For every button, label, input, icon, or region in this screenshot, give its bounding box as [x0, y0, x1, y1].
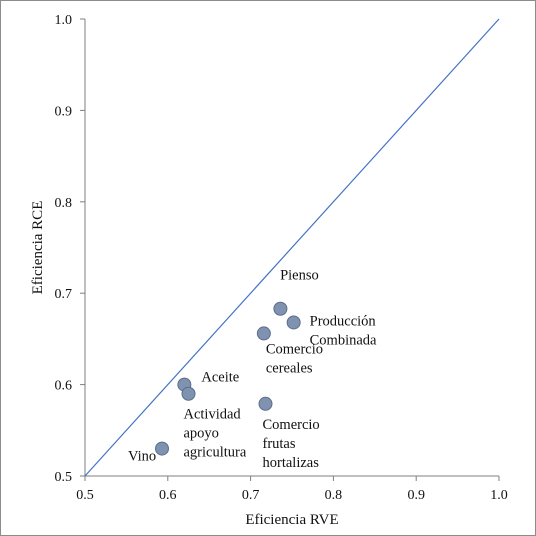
point-label-line: frutas	[263, 436, 296, 452]
data-point	[256, 326, 271, 341]
point-label-line: apoyo	[184, 426, 219, 442]
x-tick-label: 1.0	[490, 488, 508, 503]
y-tick-label: 0.8	[55, 196, 73, 211]
point-label: Comercio frutas hortalizas	[263, 417, 320, 471]
point-label: Comercio cereales	[266, 341, 323, 376]
data-points	[155, 301, 301, 456]
point-label: Pienso	[280, 268, 319, 284]
point-label-line: Pienso	[280, 268, 319, 284]
data-point	[273, 301, 288, 316]
point-label: Actividad apoyo agricultura	[184, 407, 247, 461]
y-axis-label: Eficiencia RCE	[30, 201, 46, 295]
y-tick-label: 0.5	[55, 470, 73, 485]
point-label-line: agricultura	[184, 445, 247, 461]
reference-line-group	[84, 18, 500, 477]
x-tick-label: 0.5	[76, 488, 94, 503]
x-tick-label: 0.9	[407, 488, 425, 503]
axes: 0.5 0.6 0.7 0.8 0.9 1.0 0.5 0.6 0.7 0.8 0.9 1.0	[55, 13, 508, 503]
y-tick-label: 0.7	[55, 287, 73, 302]
point-label: Vino	[128, 449, 156, 465]
point-label-line: Actividad	[184, 407, 242, 423]
x-tick-label: 0.8	[325, 488, 343, 503]
reference-line	[84, 18, 500, 477]
data-point	[286, 315, 301, 330]
point-label-line: Producción	[310, 313, 377, 329]
point-label-line: hortalizas	[263, 455, 320, 471]
data-point	[155, 441, 170, 456]
point-label: Producción Combinada	[310, 313, 377, 348]
data-point	[181, 386, 196, 401]
point-label-line: Vino	[128, 449, 156, 465]
data-point	[258, 396, 273, 411]
y-tick-label: 0.9	[55, 104, 73, 119]
point-label: Aceite	[201, 370, 239, 386]
point-label-line: cereales	[266, 360, 313, 376]
point-label-line: Combinada	[310, 332, 377, 348]
y-tick-label: 0.6	[55, 379, 73, 394]
x-tick-label: 0.6	[159, 488, 177, 503]
point-label-line: Comercio	[266, 341, 323, 357]
x-tick-label: 0.7	[242, 488, 260, 503]
x-axis-label: Eficiencia RVE	[245, 512, 338, 528]
y-tick-label: 1.0	[55, 13, 73, 28]
point-label-line: Aceite	[201, 370, 239, 386]
point-label-line: Comercio	[263, 417, 320, 433]
